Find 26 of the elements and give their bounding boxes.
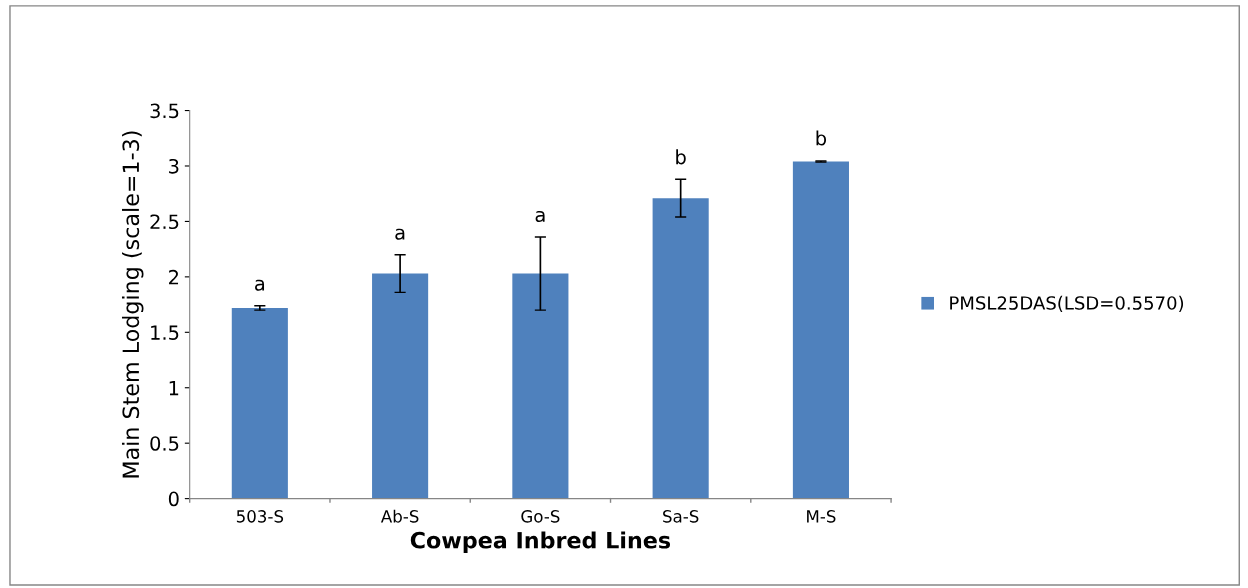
y-axis-title: Main Stem Lodging (scale=1-3) bbox=[121, 131, 144, 478]
y-tick-label: 2 bbox=[169, 269, 179, 285]
x-tick-label: M-S bbox=[807, 510, 836, 523]
y-tick-label: 0 bbox=[168, 491, 179, 507]
bar bbox=[512, 273, 569, 499]
x-axis-title: Cowpea Inbred Lines bbox=[410, 531, 671, 553]
x-tick-label: 503-S bbox=[236, 510, 284, 523]
y-tick-label: 2.5 bbox=[150, 214, 179, 230]
x-tick-label: Go-S bbox=[521, 510, 560, 523]
bar bbox=[652, 198, 709, 499]
annotation: a bbox=[255, 279, 265, 291]
y-tick-label: 1.5 bbox=[151, 325, 179, 340]
bar bbox=[792, 161, 849, 499]
annotation: b bbox=[676, 149, 686, 165]
y-tick-label: 0.5 bbox=[150, 436, 179, 451]
annotation: a bbox=[535, 210, 545, 223]
annotation: a bbox=[395, 228, 405, 240]
x-tick-label: Ab-S bbox=[380, 509, 419, 523]
annotation: b bbox=[816, 130, 827, 146]
y-tick-label: 1 bbox=[169, 380, 179, 396]
bar bbox=[231, 307, 288, 499]
legend-label: PMSL25DAS(LSD=0.5570) bbox=[950, 295, 1184, 312]
y-tick-label: 3 bbox=[169, 158, 179, 174]
bar bbox=[372, 273, 429, 499]
y-tick-label: 3.5 bbox=[150, 103, 179, 119]
x-tick-label: Sa-S bbox=[663, 510, 699, 523]
